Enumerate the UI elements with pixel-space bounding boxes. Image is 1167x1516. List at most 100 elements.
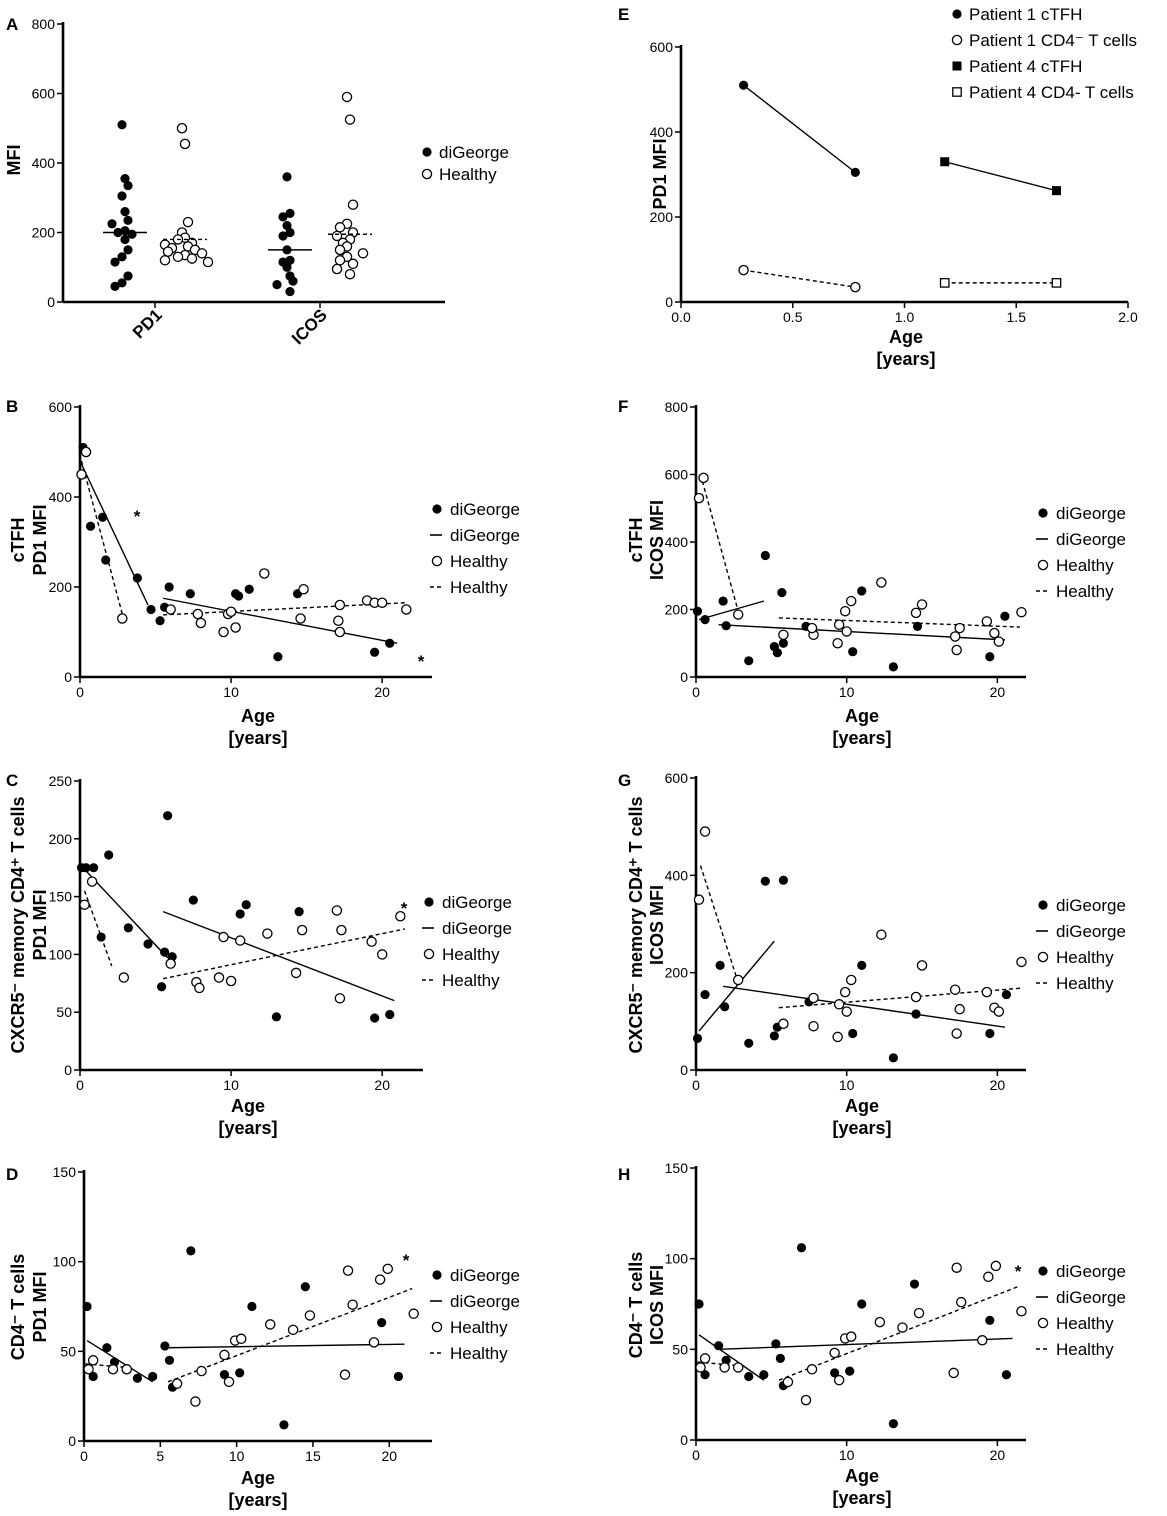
significance-star: * [401,899,408,918]
legend: diGeorge Healthy [421,143,509,184]
data-point-healthy [331,905,343,916]
fit-line-healthy [699,474,739,612]
legend-label: Healthy [1056,556,1114,575]
fit-line-healthy [778,1285,1021,1381]
x-tick-label: 0 [80,1448,88,1464]
data-point-healthy [1016,1306,1027,1317]
legend-marker [1037,559,1049,571]
data-point-healthy [876,929,887,940]
data-point-healthy [983,1271,994,1283]
legend-label: Healthy [1056,1314,1114,1333]
data-point [172,251,184,263]
panel-letter: D [6,1165,18,1184]
legend-label: Patient 1 CD4⁻ T cells [969,31,1137,50]
data-point [850,281,861,293]
legend-label: diGeorge [450,526,520,545]
data-point-healthy [262,928,273,939]
data-point-healthy [699,1353,711,1364]
data-point-healthy [235,1333,247,1345]
data-point-digeorge [1001,1370,1012,1380]
data-point-healthy [333,615,344,627]
y-tick-label: 100 [53,1254,77,1270]
legend-marker [1038,1266,1048,1276]
data-point [344,114,356,125]
data-point-healthy [693,894,705,905]
data-point-digeorge [700,989,710,1000]
y-tick-label: 50 [672,1341,688,1357]
legend-label: Patient 4 cTFH [969,57,1082,76]
x-tick-label: 10 [223,1077,239,1093]
data-point-healthy [295,613,306,624]
y-axis-label: cTFH [626,518,646,563]
y-tick-label: 0 [680,669,688,685]
data-point [272,280,282,290]
data-point-digeorge [857,1299,867,1309]
data-point-healthy [954,1003,965,1015]
fit-line-healthy [778,987,1021,1009]
x-tick-label: 10 [839,1077,855,1093]
data-point-healthy [336,924,347,936]
legend-label: Healthy [1056,948,1114,967]
data-point-healthy [841,1006,852,1017]
legend-label: Healthy [1056,974,1114,993]
data-point-healthy [833,619,845,630]
data-point-healthy [832,638,843,649]
y-tick-label: 0 [665,294,673,310]
data-point-digeorge [700,1370,710,1380]
x-tick-label: 20 [990,1447,1006,1463]
data-point-digeorge [720,1002,730,1012]
x-tick-label: 20 [374,684,390,700]
data-point-digeorge [188,895,198,905]
panel-letter: C [6,771,18,790]
x-tick-label: 10 [839,684,855,700]
data-point [123,215,133,225]
data-point-healthy [334,599,346,611]
data-point-digeorge [700,615,710,625]
legend-label: Healthy [442,945,500,964]
legend-marker [423,948,435,960]
data-point [117,191,127,201]
data-point-digeorge [393,1371,404,1382]
data-point-digeorge [186,1246,196,1256]
x-tick-label: 20 [381,1448,397,1464]
data-point-healthy [304,1310,316,1321]
x-axis-unit: [years] [876,349,935,369]
x-tick-label: 0 [76,1077,84,1093]
data-point-healthy [910,607,922,619]
data-point-healthy [218,626,229,638]
data-point-digeorge [744,1371,754,1382]
data-point-healthy [874,1316,886,1328]
y-tick-label: 200 [49,579,73,595]
legend-marker [431,1321,443,1333]
data-point-digeorge [778,875,788,885]
data-point-digeorge [88,863,99,873]
legend-marker [431,555,443,567]
data-point [123,245,133,255]
data-point-healthy [951,644,962,656]
legend-label: diGeorge [1056,530,1126,549]
x-tick-label: 10 [223,684,239,700]
data-point-healthy [719,1362,730,1373]
data-point-digeorge [888,1053,898,1063]
fit-line-digeorge [698,940,775,1032]
data-point-digeorge [185,589,195,599]
panel-c: C 0 50 100 150 200 250 0 10 20 Age[years] CXCR5⁻ me… [6,771,512,1138]
category-label: PD1 [129,305,166,342]
data-point-healthy [949,631,961,642]
legend: diGeorge diGeorge Healthy Healthy [1036,1262,1126,1359]
data-point-healthy [218,931,229,943]
data-point [347,199,359,210]
data-point [123,271,133,281]
data-point-digeorge [772,648,782,658]
data-point-healthy [951,1262,962,1273]
y-tick-label: 600 [650,39,674,55]
y-axis-label: cTFH [8,518,28,563]
data-point-healthy [165,604,176,615]
y-axis-label-2: PD1 MFI [30,889,50,960]
data-point [110,257,120,267]
data-point-healthy [334,626,346,638]
data-point-healthy [839,986,851,998]
data-point-digeorge [156,982,167,992]
fit-line-healthy [167,1287,413,1383]
x-tick-label: 0 [692,1447,700,1463]
